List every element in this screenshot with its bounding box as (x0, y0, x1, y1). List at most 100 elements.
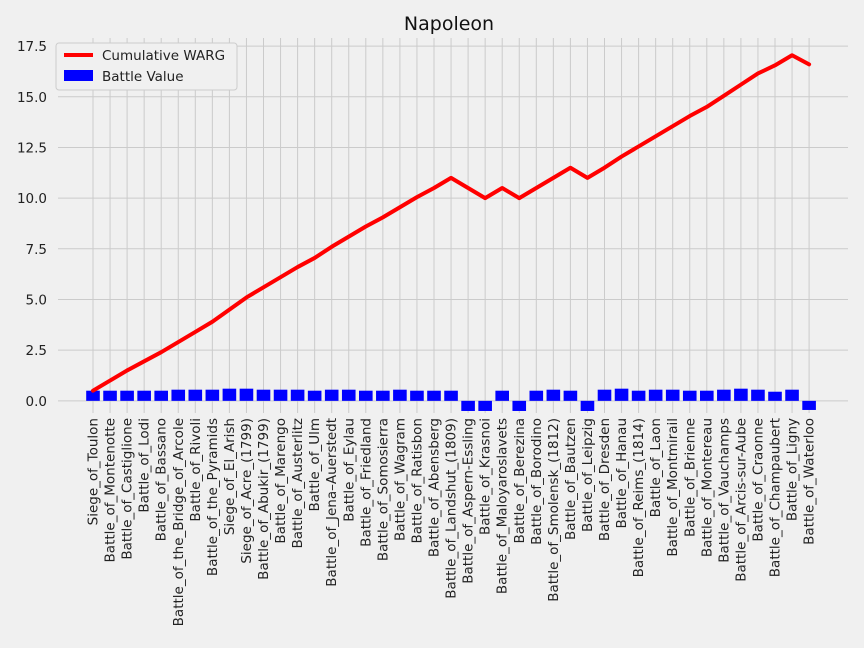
legend-bar-swatch (64, 70, 93, 81)
bar (478, 400, 492, 411)
y-tick-label: 15.0 (17, 90, 47, 106)
bar (580, 400, 595, 411)
bar (768, 391, 782, 401)
bar (700, 390, 714, 401)
y-tick-label: 7.5 (26, 242, 47, 258)
x-tick-label: Battle_of_Krasnoi (478, 418, 494, 535)
x-tick-label: Battle_of_Champaubert (768, 418, 784, 577)
y-tick-label: 17.5 (17, 39, 47, 55)
x-axis-ticks: Siege_of_Toulon Battle_of_Montenotte Battl… (86, 418, 818, 626)
bar (734, 388, 748, 401)
bar (222, 388, 237, 401)
bar (529, 390, 544, 401)
bar (103, 390, 117, 401)
legend-box (55, 42, 238, 91)
cumulative-warg-line (91, 53, 812, 393)
bar (802, 400, 816, 410)
bar (427, 390, 441, 401)
x-tick-label: Battle_of_Lodi (137, 418, 153, 513)
bar (563, 390, 578, 401)
bar (393, 389, 407, 401)
x-tick-label: Battle_of_Hanau (614, 418, 630, 529)
bar (512, 400, 527, 411)
legend: Cumulative WARG Battle Value (55, 42, 238, 91)
bar (648, 389, 663, 401)
bar (410, 390, 424, 401)
y-axis-ticks: 0.0 2.5 5.0 7.5 10.0 12.5 15.0 17.5 (17, 39, 47, 410)
x-tick-label: Battle_of_Austerlitz (290, 418, 306, 549)
bar (444, 390, 458, 401)
x-tick-label: Siege_of_Acre_(1799) (239, 418, 255, 564)
x-tick-label: Battle_of_Montmirail (665, 418, 681, 557)
y-tick-label: 12.5 (17, 140, 47, 156)
bar (717, 389, 731, 401)
x-tick-label: Battle_of_the_Pyramids (205, 418, 221, 576)
bar (665, 389, 680, 401)
y-tick-label: 0.0 (26, 394, 47, 410)
chart-title: Napoleon (404, 13, 494, 35)
bar (682, 390, 697, 401)
x-tick-label: Battle_of_Friedland (358, 418, 374, 547)
x-tick-label: Battle_of_Borodino (529, 418, 545, 545)
x-tick-label: Battle_of_Landshut_(1809) (444, 418, 460, 599)
bar (461, 400, 475, 411)
bar (307, 390, 322, 401)
x-tick-label: Battle_of_Wagram (392, 418, 408, 541)
bar (376, 390, 390, 401)
x-tick-label: Battle_of_Laon (648, 418, 664, 517)
legend-label-battle-value: Battle Value (102, 69, 184, 85)
x-tick-label: Battle_of_Rivoli (188, 418, 204, 522)
legend-label-cumulative-warg: Cumulative WARG (102, 48, 225, 64)
x-tick-label: Battle_of_Vauchamps (716, 418, 732, 563)
x-tick-label: Battle_of_Marengo (273, 418, 289, 544)
x-tick-label: Battle_of_Ligny (785, 418, 801, 521)
x-tick-label: Battle_of_Smolensk_(1812) (546, 418, 562, 602)
y-tick-label: 2.5 (26, 343, 47, 359)
x-tick-label: Battle_of_Castiglione (120, 418, 136, 560)
x-tick-label: Battle_of_Ulm (307, 418, 323, 511)
x-tick-label: Battle_of_Dresden (597, 418, 613, 541)
bar (751, 389, 765, 401)
bar (341, 389, 356, 401)
bar (324, 389, 339, 401)
x-tick-label: Battle_of_Ratisbon (409, 418, 425, 544)
bar (171, 389, 186, 401)
bar (359, 390, 373, 401)
bar (290, 389, 305, 401)
x-tick-label: Siege_of_El_Arish (222, 418, 238, 535)
x-tick-label: Battle_of_the_Bridge_of_Arcole (171, 418, 187, 626)
x-tick-label: Battle_of_Jena–Auerstedt (324, 418, 340, 587)
bar (256, 389, 271, 401)
x-tick-label: Battle_of_Craonne (750, 418, 766, 542)
x-tick-label: Battle_of_Abukir_(1799) (256, 418, 272, 580)
x-tick-label: Siege_of_Toulon (86, 418, 102, 525)
x-tick-label: Battle_of_Arcis-sur-Aube (733, 418, 749, 582)
bar (546, 389, 561, 401)
y-tick-label: 5.0 (26, 292, 47, 308)
series-line-cumulative-warg (91, 53, 812, 393)
bar (597, 389, 612, 401)
x-tick-label: Battle_of_Montenotte (103, 418, 119, 562)
bar (137, 390, 151, 401)
x-tick-label: Battle_of_Abensberg (427, 418, 443, 557)
bar (631, 390, 646, 401)
bar (120, 390, 134, 401)
bar (154, 390, 168, 401)
bar (239, 388, 254, 401)
x-tick-label: Battle_of_Leipzig (580, 418, 596, 532)
x-tick-label: Battle_of_Bassano (154, 418, 170, 541)
x-tick-label: Battle_of_Somosierra (375, 418, 391, 561)
x-tick-label: Battle_of_Waterloo (802, 418, 818, 545)
x-tick-label: Battle_of_Aspern-Essling (461, 418, 477, 584)
x-tick-label: Battle_of_Bautzen (563, 418, 579, 540)
y-tick-label: 10.0 (17, 191, 47, 207)
bar (188, 389, 203, 401)
battle-value-bars (86, 388, 816, 411)
bar (614, 388, 629, 401)
bar (495, 390, 509, 401)
x-tick-label: Battle_of_Maloyaroslavets (495, 418, 511, 594)
x-tick-label: Battle_of_Reims_(1814) (631, 418, 647, 577)
x-tick-label: Battle_of_Brienne (682, 418, 698, 537)
bar (86, 390, 100, 401)
